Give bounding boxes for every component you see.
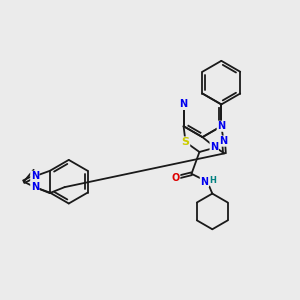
Text: S: S bbox=[182, 137, 190, 147]
Text: N: N bbox=[217, 121, 225, 131]
Text: N: N bbox=[31, 182, 39, 192]
Text: N: N bbox=[200, 177, 208, 187]
Text: O: O bbox=[172, 173, 180, 183]
Text: N: N bbox=[210, 142, 218, 152]
Text: H: H bbox=[209, 176, 216, 185]
Text: N: N bbox=[179, 99, 188, 110]
Text: N: N bbox=[31, 171, 39, 181]
Text: N: N bbox=[220, 136, 228, 146]
